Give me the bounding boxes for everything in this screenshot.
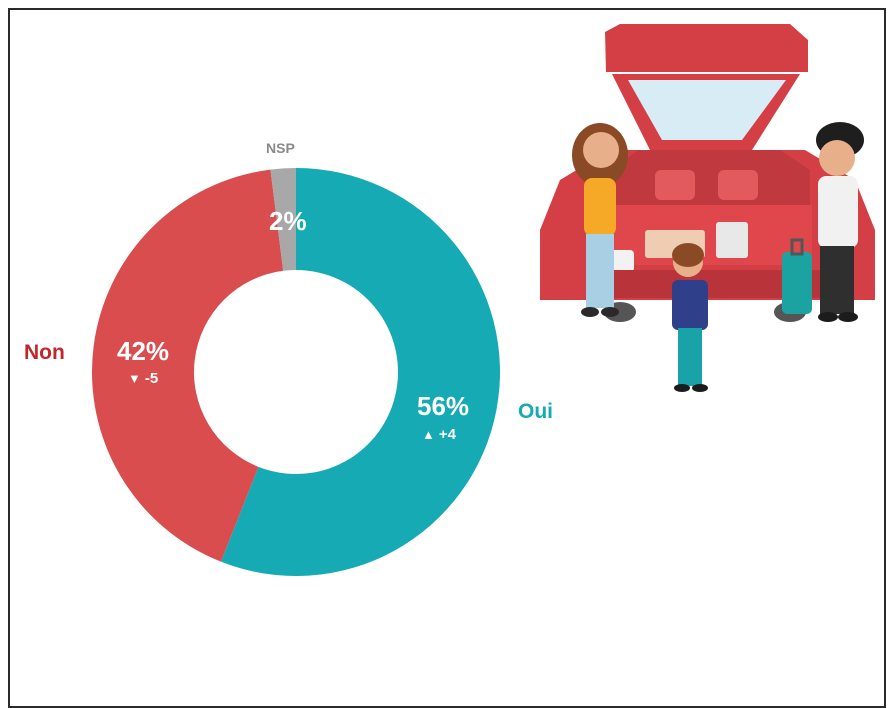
slice-nsp <box>270 168 296 271</box>
category-label-non: Non <box>24 341 65 364</box>
man-shirt <box>818 176 858 248</box>
slice-non <box>92 169 284 562</box>
woman-face <box>583 132 619 168</box>
chart-stage: 2% 42% ▼ -5 56% ▲ +4 Non Oui NSP <box>24 24 875 576</box>
bumper <box>600 270 830 298</box>
family-car-trunk-illustration <box>540 24 875 392</box>
rear-window <box>628 80 786 140</box>
man-trousers <box>820 246 854 314</box>
child-backpack-icon <box>672 280 708 330</box>
child-hair <box>672 243 704 267</box>
slice-value-non: 42% <box>117 336 170 366</box>
slice-value-nsp: 2% <box>269 206 307 236</box>
seat-right-icon <box>718 170 758 200</box>
slice-change-non-value: -5 <box>144 370 159 387</box>
woman-shoe-left-icon <box>581 307 599 317</box>
slice-change-oui: ▲ +4 <box>422 426 456 443</box>
category-label-nsp: NSP <box>266 140 295 156</box>
arrow-up-icon: ▲ <box>422 427 435 442</box>
donut-chart <box>92 168 500 576</box>
arrow-down-icon: ▼ <box>128 371 141 386</box>
trunk-lid <box>605 24 808 72</box>
woman-shoe-right-icon <box>601 307 619 317</box>
slice-oui <box>220 168 500 576</box>
suitcase-teal-icon <box>782 252 812 314</box>
trunk-opening <box>612 150 810 205</box>
trunk-floor <box>612 205 812 265</box>
seat-left-icon <box>655 170 695 200</box>
man-shoe-right-icon <box>838 312 858 322</box>
suitcase-handle-icon <box>790 238 804 256</box>
category-label-oui: Oui <box>518 400 553 423</box>
slice-value-oui: 56% <box>417 391 470 421</box>
slice-change-non: ▼ -5 <box>128 370 158 387</box>
child-shoe-left-icon <box>674 384 690 392</box>
suitcase-white-icon <box>716 222 748 258</box>
man-face <box>819 140 855 176</box>
man-shoe-left-icon <box>818 312 838 322</box>
woman-top <box>584 178 616 236</box>
child-shoe-right-icon <box>692 384 708 392</box>
slice-change-oui-value: +4 <box>438 426 456 443</box>
child-trousers <box>678 328 702 386</box>
woman-jeans <box>586 234 614 308</box>
